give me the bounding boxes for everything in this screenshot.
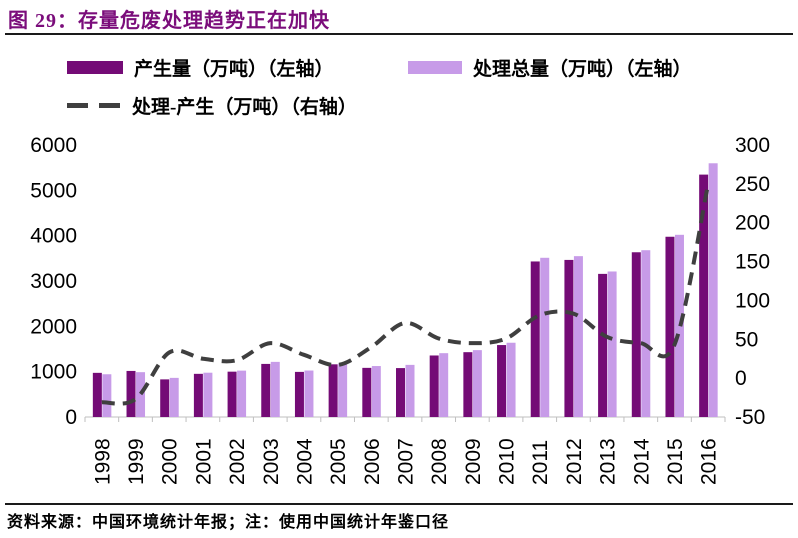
right-axis-tick-label: 250	[735, 173, 770, 196]
dashed-line-swatch-icon	[67, 102, 121, 108]
x-axis-year-label: 2004	[293, 438, 316, 485]
footer-divider-line	[5, 503, 793, 505]
bar-production-2015	[665, 236, 675, 417]
bar-treatment-2002	[237, 370, 247, 417]
bar-treatment-2009	[472, 350, 482, 417]
bar-treatment-2000	[169, 377, 179, 417]
x-axis-year-label: 1998	[91, 438, 114, 485]
x-axis-year-label: 2000	[159, 438, 182, 485]
legend-label-diff: 处理-产生（万吨）（右轴）	[132, 96, 357, 118]
bar-treatment-2013	[607, 271, 617, 417]
x-axis-year-label: 2011	[529, 440, 552, 485]
x-axis-year-label: 2015	[664, 438, 687, 485]
figure-title: 图 29：存量危废处理趋势正在加快	[8, 10, 330, 32]
bar-treatment-2007	[405, 364, 415, 417]
bar-treatment-2014	[641, 250, 651, 417]
x-axis-year-label: 2014	[630, 438, 653, 485]
bar-treatment-1998	[102, 374, 112, 417]
bar-treatment-2012	[573, 256, 583, 417]
x-axis-year-label: 2002	[226, 438, 249, 485]
bar-production-2012	[564, 259, 574, 417]
bar-production-2003	[261, 363, 271, 417]
source-note: 资料来源：中国环境统计年报；注：使用中国统计年鉴口径	[7, 514, 450, 531]
bar-treatment-2008	[439, 353, 449, 417]
right-axis-tick-label: 300	[735, 134, 770, 157]
bar-production-2013	[598, 273, 608, 417]
bar-production-2016	[699, 174, 709, 417]
x-axis-year-label: 2008	[428, 438, 451, 485]
left-axis-tick-label: 5000	[30, 179, 77, 202]
x-axis-year-label: 2005	[327, 438, 350, 485]
right-axis-tick-label: 0	[735, 367, 747, 390]
x-axis-year-label: 2013	[597, 438, 620, 485]
bar-production-2010	[497, 345, 507, 417]
bar-treatment-2003	[270, 361, 280, 417]
bar-production-2007	[396, 368, 405, 417]
x-axis-year-label: 2001	[192, 438, 215, 485]
left-axis-tick-label: 6000	[30, 134, 77, 157]
bar-production-2011	[530, 261, 540, 417]
x-axis-year-label: 2007	[395, 438, 418, 485]
bar-production-2006	[362, 367, 372, 417]
right-axis-tick-label: 150	[735, 251, 770, 274]
production-swatch-icon	[67, 60, 123, 74]
bar-production-2005	[328, 364, 338, 417]
right-axis-tick-label: 200	[735, 212, 770, 235]
x-axis-year-label: 2016	[698, 438, 721, 485]
bar-treatment-1999	[136, 372, 146, 417]
bar-treatment-2010	[506, 342, 516, 417]
x-axis-year-label: 2003	[260, 438, 283, 485]
left-axis-tick-label: 2000	[30, 315, 77, 338]
title-divider-line	[5, 33, 793, 35]
x-axis-year-label: 2009	[462, 438, 485, 485]
right-axis-tick-label: -50	[735, 406, 765, 429]
legend-label-production: 产生量（万吨）（左轴）	[134, 58, 334, 80]
bar-production-2001	[193, 373, 203, 417]
legend-item-production: 产生量（万吨）（左轴）	[67, 56, 334, 80]
bar-production-1998	[92, 372, 102, 417]
bar-production-2000	[160, 379, 170, 417]
right-axis-tick-label: 100	[735, 289, 770, 312]
left-axis-tick-label: 4000	[30, 225, 77, 248]
bar-production-2009	[463, 352, 473, 417]
bar-production-2002	[227, 371, 237, 417]
bar-treatment-2015	[674, 234, 684, 417]
bar-production-2004	[294, 371, 304, 417]
bar-treatment-2001	[203, 372, 213, 417]
x-axis-year-label: 1999	[125, 438, 148, 485]
x-axis-year-label: 2006	[361, 438, 384, 485]
legend-label-treatment: 处理总量（万吨）（左轴）	[473, 58, 692, 80]
bar-production-1999	[126, 370, 136, 417]
bar-treatment-2016	[708, 163, 718, 417]
left-axis-tick-label: 0	[65, 406, 77, 429]
legend-item-treatment: 处理总量（万吨）（左轴）	[408, 56, 692, 80]
diff-line	[101, 183, 711, 406]
bar-treatment-2005	[338, 363, 348, 417]
x-axis-year-label: 2012	[563, 438, 586, 485]
bar-treatment-2004	[304, 370, 314, 417]
bar-treatment-2011	[540, 257, 550, 417]
right-axis-tick-label: 50	[735, 328, 758, 351]
left-axis-tick-label: 1000	[30, 361, 77, 384]
treatment-swatch-icon	[408, 60, 462, 74]
left-axis-tick-label: 3000	[30, 270, 77, 293]
bar-treatment-2006	[371, 366, 381, 417]
bar-production-2014	[631, 252, 641, 417]
legend-item-diff: 处理-产生（万吨）（右轴）	[67, 94, 357, 118]
bar-production-2008	[429, 355, 439, 417]
x-axis-year-label: 2010	[496, 438, 519, 485]
